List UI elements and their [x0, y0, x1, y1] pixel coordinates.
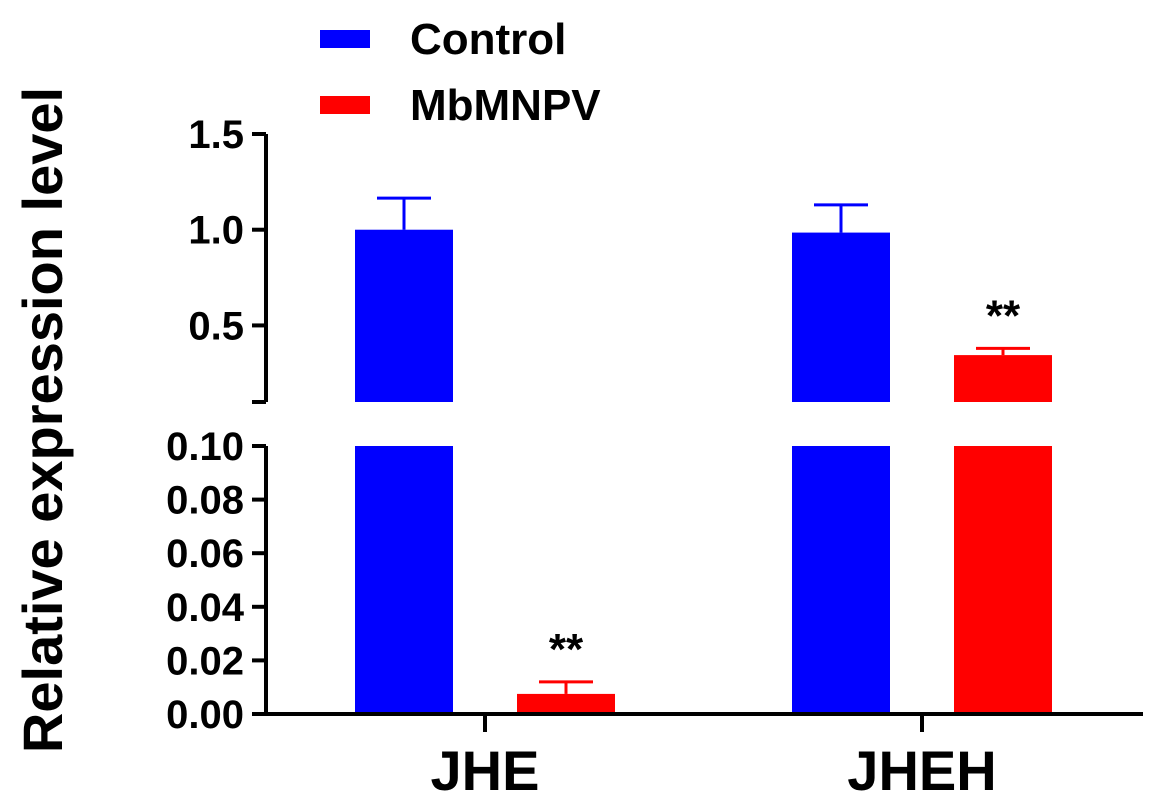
y-tick-label: 1.0 — [188, 209, 244, 253]
bar-mbmnpv-jhe-lower — [517, 693, 615, 714]
y-axis-title: Relative expression level — [11, 87, 74, 753]
bar-control-jhe-lower — [355, 446, 453, 714]
bars-group — [355, 196, 1052, 714]
y-tick-label: 0.5 — [188, 304, 244, 348]
x-tick-label-jhe: JHE — [431, 739, 540, 802]
bar-mbmnpv-jheh-upper — [954, 355, 1052, 402]
bar-control-jhe-upper — [355, 229, 453, 402]
significance-mbmnpv-jheh: ** — [986, 291, 1021, 340]
labels-group: ** JHE ** JHEH 0.00 0.02 0.04 0.06 0.08 0.10 0.5 1.… — [166, 113, 1021, 802]
y-tick-label: 0.02 — [166, 639, 244, 683]
y-tick-label: 0.04 — [166, 586, 245, 630]
bar-control-jheh-upper — [792, 232, 890, 402]
axes-group — [252, 132, 1143, 732]
legend-label-mbmnpv: MbMNPV — [410, 81, 601, 130]
y-tick-label: 0.00 — [166, 693, 244, 737]
legend-swatch-control — [320, 30, 370, 48]
bar-control-jheh-lower — [792, 446, 890, 714]
y-tick-label: 0.10 — [166, 425, 244, 469]
bar-mbmnpv-jheh-lower — [954, 446, 1052, 714]
significance-mbmnpv-jhe: ** — [549, 625, 584, 674]
legend-label-control: Control — [410, 15, 566, 64]
y-tick-label: 0.06 — [166, 532, 244, 576]
y-tick-label: 0.08 — [166, 479, 244, 523]
legend-swatch-mbmnpv — [320, 96, 370, 114]
y-tick-label: 1.5 — [188, 113, 244, 157]
x-tick-label-jheh: JHEH — [847, 739, 996, 802]
